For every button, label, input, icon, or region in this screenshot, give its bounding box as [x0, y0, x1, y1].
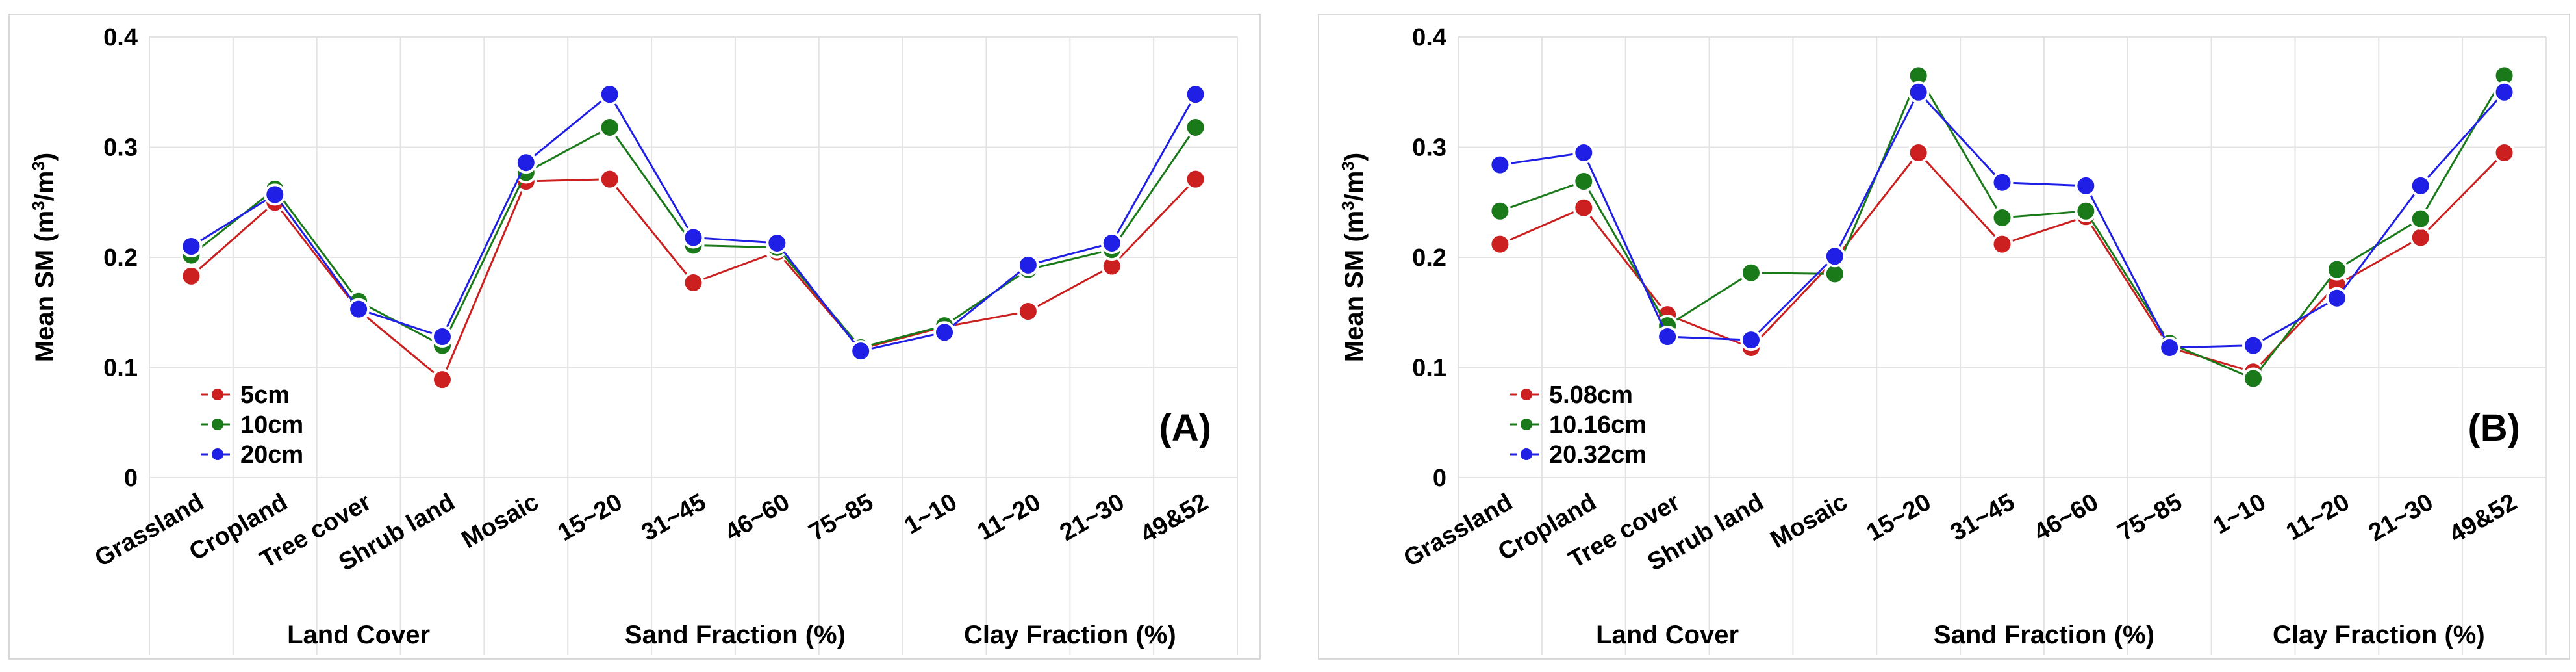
- data-point-20cm: [933, 321, 956, 344]
- y-axis-title-part: ): [31, 153, 59, 161]
- legend-marker: [212, 419, 223, 430]
- y-tick-label: 0: [1433, 465, 1446, 492]
- y-axis-title-part: /m: [31, 171, 59, 201]
- data-point-5.08cm: [2409, 226, 2432, 249]
- data-point-10.16cm: [2325, 258, 2348, 281]
- y-tick-label: 0.2: [103, 244, 138, 272]
- data-point-20.32cm: [2158, 336, 2181, 359]
- y-tick-label: 0.2: [1412, 244, 1446, 272]
- data-point-20cm: [347, 298, 370, 320]
- data-point-10cm: [598, 116, 621, 138]
- y-axis-title-part: /m: [1340, 171, 1369, 201]
- chart-frame: [8, 14, 1261, 660]
- data-point-20cm: [1184, 83, 1207, 106]
- data-point-10.16cm: [1991, 206, 2014, 229]
- data-point-20.32cm: [1823, 245, 1846, 268]
- data-point-20cm: [180, 235, 203, 258]
- data-point-10.16cm: [2409, 207, 2432, 230]
- data-point-5.08cm: [1991, 233, 2014, 255]
- data-point-10cm: [1184, 116, 1207, 138]
- chart-frame: [1318, 14, 2570, 660]
- data-point-5cm: [682, 271, 705, 294]
- y-axis-title-superscript: 3: [29, 201, 48, 210]
- legend-marker: [1521, 448, 1532, 460]
- legend-label: 5cm: [240, 381, 290, 409]
- data-point-5.08cm: [1572, 196, 1595, 219]
- data-point-20cm: [1017, 253, 1039, 276]
- data-point-20.32cm: [2325, 287, 2348, 309]
- data-point-20.32cm: [2075, 174, 2097, 197]
- panel-label: (A): [1159, 407, 1211, 449]
- data-point-20.32cm: [2493, 81, 2516, 103]
- data-point-20cm: [850, 340, 872, 363]
- data-point-5cm: [431, 368, 453, 391]
- data-point-10.16cm: [1572, 170, 1595, 193]
- y-axis-title-superscript: 3: [1338, 201, 1357, 210]
- y-tick-label: 0.3: [103, 135, 138, 162]
- data-point-10.16cm: [2242, 367, 2265, 390]
- data-point-20.32cm: [1907, 81, 1930, 103]
- data-point-5cm: [598, 168, 621, 190]
- data-point-5.08cm: [1489, 233, 1511, 255]
- data-point-20cm: [514, 151, 537, 174]
- data-point-10.16cm: [1489, 200, 1511, 222]
- group-label: Sand Fraction (%): [625, 621, 846, 649]
- legend-marker: [1521, 419, 1532, 430]
- legend-label: 20cm: [240, 441, 303, 469]
- data-point-20.32cm: [2409, 174, 2432, 197]
- legend-marker: [1521, 389, 1532, 400]
- legend-marker: [212, 448, 223, 460]
- data-point-20cm: [431, 326, 453, 348]
- y-axis-title: Mean SM (m3/m3): [1338, 153, 1369, 362]
- data-point-20.32cm: [1656, 326, 1679, 348]
- data-point-10.16cm: [1739, 261, 1762, 284]
- data-point-10.16cm: [2075, 200, 2097, 222]
- data-point-20.32cm: [1572, 141, 1595, 164]
- y-tick-label: 0.3: [1412, 135, 1446, 162]
- data-point-20cm: [264, 183, 286, 206]
- data-point-20.32cm: [1489, 153, 1511, 176]
- y-tick-label: 0.4: [1412, 24, 1446, 51]
- data-point-20.32cm: [1739, 329, 1762, 352]
- group-label: Clay Fraction (%): [964, 621, 1176, 649]
- legend-label: 20.32cm: [1549, 441, 1647, 469]
- y-tick-label: 0.1: [103, 355, 138, 382]
- data-point-5cm: [180, 265, 203, 287]
- data-point-5cm: [1184, 168, 1207, 190]
- data-point-5.08cm: [2493, 141, 2516, 164]
- legend-label: 10cm: [240, 411, 303, 439]
- data-point-20cm: [598, 83, 621, 106]
- legend-marker: [212, 389, 223, 400]
- y-tick-label: 0: [124, 465, 138, 492]
- panel-label: (B): [2468, 407, 2520, 449]
- y-axis-title: Mean SM (m3/m3): [29, 153, 59, 362]
- y-tick-label: 0.4: [103, 24, 138, 51]
- y-axis-title-part: Mean SM (m: [31, 211, 59, 362]
- y-axis-title-superscript: 3: [1338, 161, 1357, 170]
- group-label: Sand Fraction (%): [1934, 621, 2154, 649]
- data-point-5.08cm: [1907, 141, 1930, 164]
- legend-label: 10.16cm: [1549, 411, 1647, 439]
- group-label: Land Cover: [287, 621, 430, 649]
- legend-label: 5.08cm: [1549, 381, 1633, 409]
- y-tick-label: 0.1: [1412, 355, 1446, 382]
- data-point-20cm: [1100, 231, 1123, 254]
- group-label: Land Cover: [1596, 621, 1739, 649]
- data-point-20.32cm: [2242, 334, 2265, 357]
- group-label: Clay Fraction (%): [2273, 621, 2485, 649]
- data-point-5cm: [1017, 300, 1039, 323]
- data-point-20cm: [682, 226, 705, 249]
- data-point-20.32cm: [1991, 171, 2014, 194]
- y-axis-title-superscript: 3: [29, 161, 48, 170]
- y-axis-title-part: Mean SM (m: [1340, 211, 1369, 362]
- y-axis-title-part: ): [1340, 153, 1369, 161]
- data-point-20cm: [766, 231, 789, 254]
